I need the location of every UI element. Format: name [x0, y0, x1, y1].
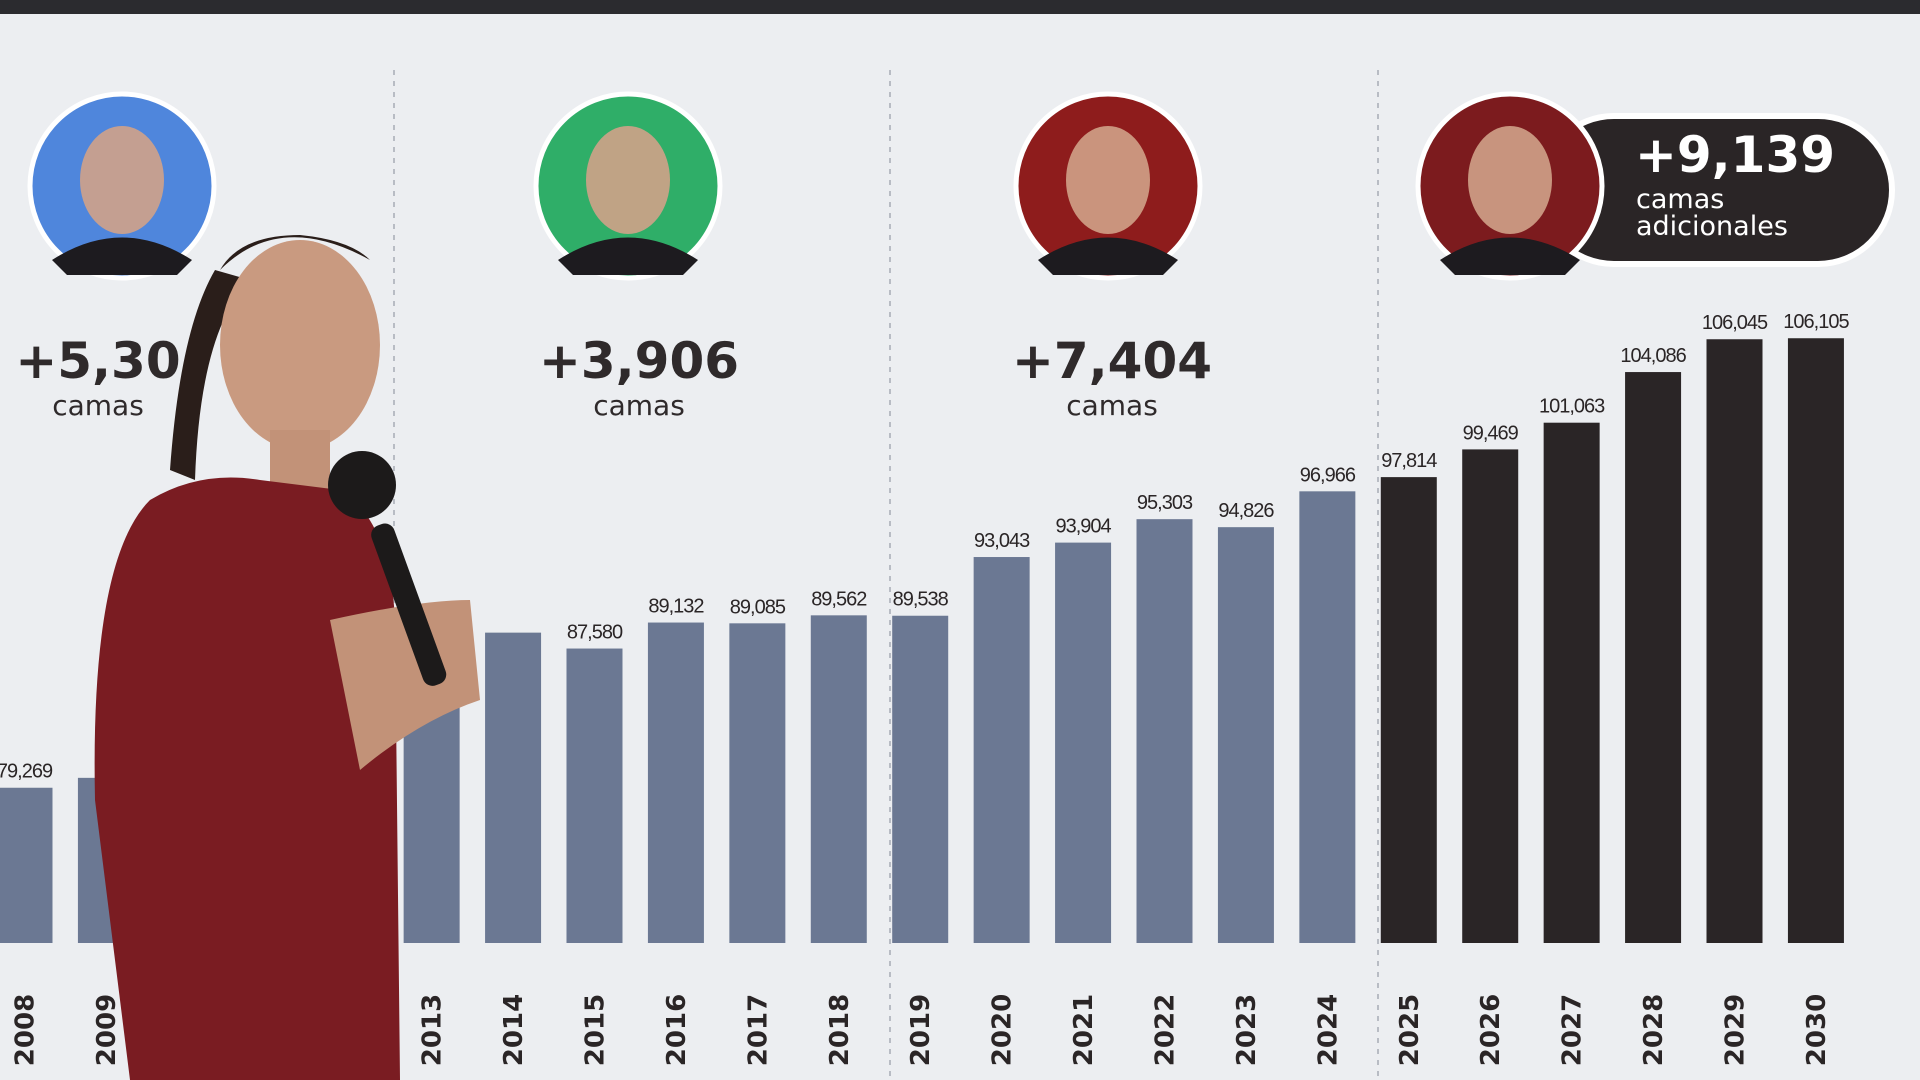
period-total: +7,404 — [1012, 332, 1212, 390]
arm — [330, 600, 480, 770]
value-label: 94,826 — [1218, 500, 1274, 522]
period-unit: camas — [1636, 184, 1724, 215]
value-label: 89,132 — [648, 596, 704, 618]
portrait-face — [586, 126, 670, 234]
x-tick-label: 2018 — [825, 994, 855, 1066]
value-label: 79,269 — [0, 761, 53, 783]
microphone-head — [328, 451, 396, 519]
hair — [170, 270, 250, 480]
value-label: 93,043 — [974, 530, 1030, 552]
x-tick-label: 2015 — [580, 994, 610, 1066]
period-total: +5,30 — [15, 332, 180, 390]
bar — [1055, 542, 1112, 943]
period-unit: camas — [593, 389, 685, 422]
period-unit: camas — [52, 389, 144, 422]
x-tick-label: 2020 — [988, 994, 1018, 1066]
bar — [1136, 519, 1193, 943]
x-tick-label: 2014 — [499, 994, 529, 1066]
x-tick-label: 2019 — [906, 994, 936, 1066]
bar — [973, 557, 1030, 943]
x-tick-label: 2030 — [1802, 994, 1832, 1066]
x-tick-label: 2009 — [92, 994, 122, 1066]
bar — [566, 648, 623, 943]
x-tick-label: 2029 — [1721, 994, 1751, 1066]
top-border — [0, 0, 1920, 14]
portrait-suit — [558, 237, 698, 275]
portrait-face — [80, 126, 164, 234]
period-unit: adicionales — [1636, 211, 1788, 242]
bar — [1625, 372, 1682, 943]
value-label: 87,580 — [567, 622, 623, 644]
x-tick-label: 2028 — [1639, 994, 1669, 1066]
period-total: +3,906 — [539, 332, 739, 390]
portrait-suit — [52, 237, 192, 275]
value-label: 106,045 — [1702, 312, 1768, 334]
bar — [729, 623, 786, 943]
bar — [810, 615, 867, 943]
value-label: 104,086 — [1620, 345, 1686, 367]
neck — [270, 430, 330, 490]
x-tick-label: 2027 — [1558, 994, 1588, 1066]
value-label: 93,904 — [1055, 516, 1111, 538]
value-label: 95,303 — [1137, 492, 1193, 514]
x-tick-label: 2023 — [1232, 994, 1262, 1066]
value-label: 89,562 — [811, 588, 867, 610]
x-tick-label: 2021 — [1069, 994, 1099, 1066]
value-label: 99,469 — [1463, 422, 1519, 444]
speaker — [94, 235, 480, 1080]
x-tick-label: 2017 — [743, 994, 773, 1066]
portrait-suit — [1440, 237, 1580, 275]
x-tick-label: 2026 — [1476, 994, 1506, 1066]
bar — [1543, 422, 1600, 943]
bar — [1462, 449, 1519, 943]
period-unit: camas — [1066, 389, 1158, 422]
head — [220, 240, 380, 450]
bar — [647, 622, 704, 943]
bar — [1217, 527, 1274, 943]
bar — [892, 615, 949, 943]
bar — [1787, 338, 1844, 944]
x-tick-label: 2013 — [418, 994, 448, 1066]
x-tick-label: 2024 — [1313, 994, 1343, 1066]
bar — [1706, 339, 1763, 944]
x-tick-label: 2025 — [1395, 994, 1425, 1066]
bar — [485, 632, 542, 943]
portrait-face — [1468, 126, 1552, 234]
microphone — [371, 523, 447, 686]
bar — [0, 787, 53, 943]
chart: +5,30camas+3,906camas+7,404camas+9,139ca… — [0, 70, 1895, 1080]
bar — [1380, 477, 1437, 943]
value-label: 97,814 — [1381, 450, 1437, 472]
x-tick-label: 2022 — [1150, 994, 1180, 1066]
value-label: 106,105 — [1783, 311, 1849, 333]
x-tick-label: 2008 — [10, 994, 40, 1066]
hair-top — [220, 235, 370, 270]
portrait-face — [1066, 126, 1150, 234]
portrait-suit — [1038, 237, 1178, 275]
bar — [1299, 491, 1356, 943]
value-label: 96,966 — [1300, 464, 1356, 486]
value-label: 89,538 — [893, 589, 949, 611]
value-label: 101,063 — [1539, 396, 1605, 418]
value-label: 89,085 — [730, 596, 786, 618]
period-total: +9,139 — [1635, 126, 1835, 184]
x-tick-label: 2016 — [662, 994, 692, 1066]
dress — [94, 477, 400, 1080]
